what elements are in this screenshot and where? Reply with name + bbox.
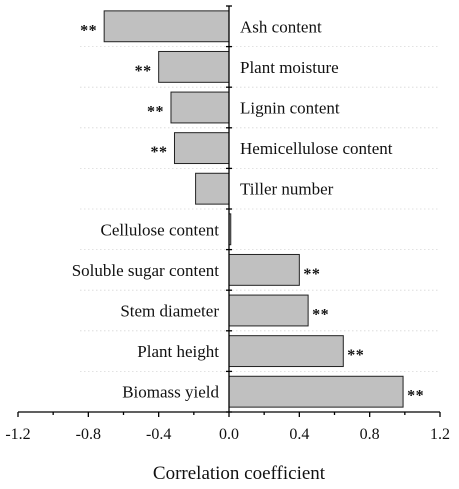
category-label: Stem diameter — [120, 302, 219, 321]
significance-label: ** — [150, 144, 167, 161]
category-label: Tiller number — [240, 180, 334, 199]
category-label: Ash content — [240, 17, 322, 36]
significance-label: ** — [135, 63, 152, 80]
x-tick-label: 0.4 — [289, 426, 309, 443]
category-labels: Ash content Plant moisture Lignin content H… — [72, 17, 393, 401]
x-tick-label: 0.0 — [219, 426, 239, 443]
bar-plant-height — [228, 335, 344, 368]
x-axis-ticks — [17, 5, 441, 417]
bar-lignin-content — [170, 91, 230, 124]
significance-label: ** — [147, 104, 164, 121]
category-label: Soluble sugar content — [72, 261, 220, 280]
significance-label: ** — [303, 266, 320, 283]
category-label: Plant moisture — [240, 58, 339, 77]
bar-soluble-sugar-content — [228, 253, 300, 286]
bar-biomass-yield — [228, 375, 404, 408]
x-axis-title: Correlation coefficient — [153, 463, 326, 484]
bar-tiller-number — [195, 172, 230, 205]
bar-ash-content — [103, 10, 230, 43]
significance-label: ** — [407, 388, 424, 405]
x-axis-tick-labels: -1.2 -0.8 -0.4 0.0 0.4 0.8 1.2 — [5, 426, 450, 443]
category-label: Cellulose content — [100, 220, 219, 239]
category-label: Lignin content — [240, 99, 340, 118]
x-tick-label: -1.2 — [5, 426, 30, 443]
x-tick-label: 0.8 — [360, 426, 380, 443]
category-label: Plant height — [137, 342, 219, 361]
bar-plant-moisture — [158, 50, 230, 83]
significance-label: ** — [80, 22, 97, 39]
bars — [103, 10, 404, 408]
category-label: Biomass yield — [122, 383, 219, 402]
category-label: Hemicellulose content — [240, 139, 393, 158]
bar-stem-diameter — [228, 294, 309, 327]
x-tick-label: 1.2 — [430, 426, 450, 443]
x-tick-label: -0.4 — [146, 426, 171, 443]
bar-hemicellulose-content — [173, 132, 230, 165]
significance-label: ** — [347, 347, 364, 364]
significance-labels: ** ** ** ** ** ** ** ** — [80, 22, 424, 405]
significance-label: ** — [312, 307, 329, 324]
x-tick-label: -0.8 — [76, 426, 101, 443]
